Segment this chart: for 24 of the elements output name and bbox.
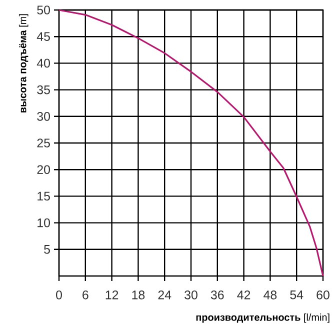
line-series: [58, 9, 324, 277]
x-tick-label: 48: [264, 290, 277, 300]
y-tick-label: 40: [36, 58, 50, 68]
x-tick-label: 42: [237, 290, 250, 300]
y-tick-label: 35: [37, 85, 50, 94]
y-tick-label: 50: [37, 6, 50, 14]
y-tick-label: 25: [37, 138, 50, 148]
x-tick-label: 24: [158, 290, 172, 300]
x-tick-label: 6: [82, 290, 88, 300]
x-tick-label: 36: [210, 290, 224, 300]
x-axis-title: производительность [l/min]: [196, 314, 330, 323]
x-tick-label: 18: [132, 290, 145, 300]
x-tick-label: 30: [184, 290, 198, 300]
y-tick-label: 5: [44, 245, 50, 254]
y-tick-label: 30: [37, 112, 50, 121]
y-axis-title: высота подъёма [m]: [18, 14, 28, 112]
y-tick-label: 10: [38, 218, 50, 228]
y-tick-label: 20: [37, 165, 50, 174]
x-tick-label: 12: [106, 290, 118, 300]
x-tick-label: 60: [316, 290, 330, 300]
x-tick-label: 0: [56, 290, 62, 300]
y-tick-label: 15: [38, 192, 50, 201]
y-tick-label: 45: [36, 32, 50, 41]
x-tick-label: 54: [290, 290, 304, 300]
